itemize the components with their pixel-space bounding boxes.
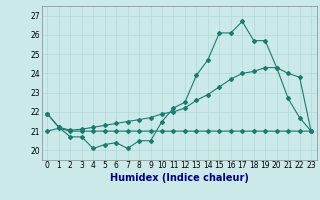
X-axis label: Humidex (Indice chaleur): Humidex (Indice chaleur) bbox=[110, 173, 249, 183]
